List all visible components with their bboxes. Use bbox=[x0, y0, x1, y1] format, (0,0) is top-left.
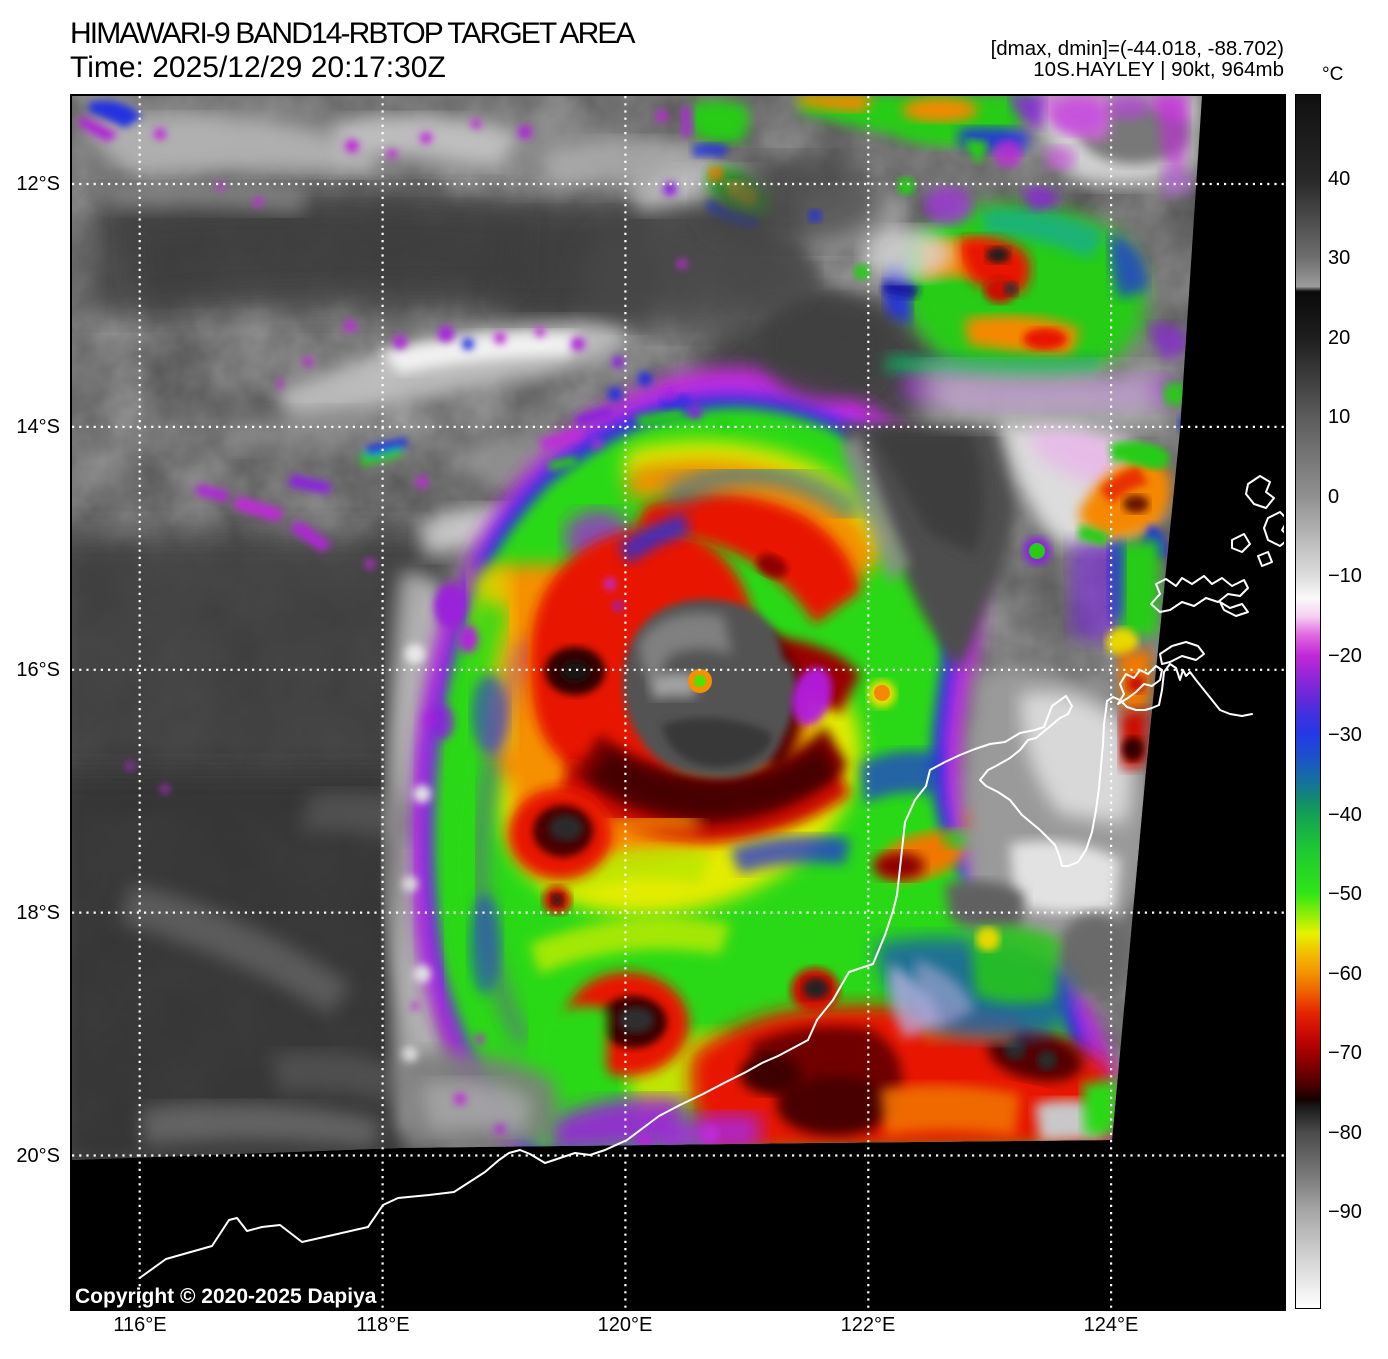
svg-text:Copyright © 2020-2025 Dapiya: Copyright © 2020-2025 Dapiya bbox=[75, 1285, 377, 1308]
